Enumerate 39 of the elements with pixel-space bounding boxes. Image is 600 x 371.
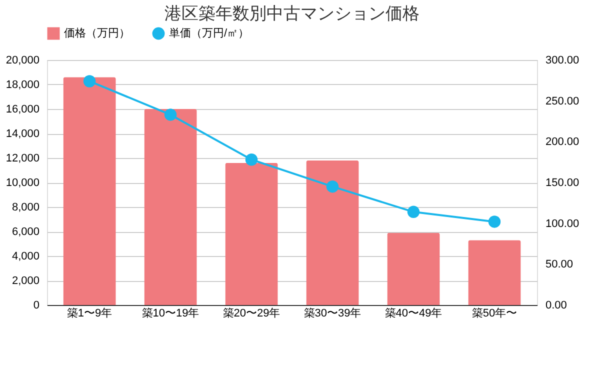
- y-tick-label: 6,000: [12, 226, 40, 238]
- y-tick-label: 8,000: [12, 202, 40, 214]
- point: [245, 154, 258, 166]
- y-tick-label: 20,000: [6, 54, 40, 66]
- point: [164, 108, 177, 121]
- y-tick-label: 4,000: [12, 250, 40, 262]
- bar: [225, 162, 278, 305]
- y2-tick-label: 250.00: [546, 95, 580, 108]
- y-tick-label: 10,000: [6, 177, 40, 189]
- x-tick-label: 築50年〜: [472, 308, 518, 320]
- legend-label: 価格（万円）: [64, 28, 130, 40]
- point: [326, 180, 339, 193]
- y-tick-label: 14,000: [6, 128, 40, 140]
- point: [407, 206, 420, 218]
- y2-tick-label: 200.00: [546, 136, 580, 148]
- y2-tick-label: 50.00: [546, 258, 574, 271]
- x-tick-label: 築10〜19年: [142, 308, 200, 320]
- point: [488, 216, 501, 228]
- y2-tick-label: 0.00: [546, 300, 567, 312]
- x-tick-label: 築1〜9年: [66, 308, 112, 320]
- y-tick-label: 16,000: [6, 104, 40, 116]
- y-tick-label: 12,000: [6, 152, 40, 164]
- chart-title: 港区築年数別中古マンション価格: [164, 4, 420, 23]
- y2-tick-label: 300.00: [546, 54, 580, 66]
- x-tick-label: 築30〜39年: [304, 308, 362, 320]
- y2-tick-label: 150.00: [546, 177, 580, 189]
- bar: [63, 77, 116, 305]
- y2-tick-label: 100.00: [546, 218, 580, 230]
- bar: [387, 232, 440, 305]
- y-tick-label: 2,000: [12, 275, 40, 287]
- legend-label: 単価（万円/㎡）: [169, 28, 250, 40]
- y-tick-label: 18,000: [6, 79, 40, 91]
- y-tick-label: 0: [33, 300, 40, 312]
- bar: [306, 160, 359, 305]
- point: [83, 75, 96, 88]
- x-tick-label: 築40〜49年: [384, 308, 442, 320]
- x-tick-label: 築20〜29年: [222, 308, 280, 320]
- bar: [144, 109, 197, 305]
- bar: [468, 240, 521, 305]
